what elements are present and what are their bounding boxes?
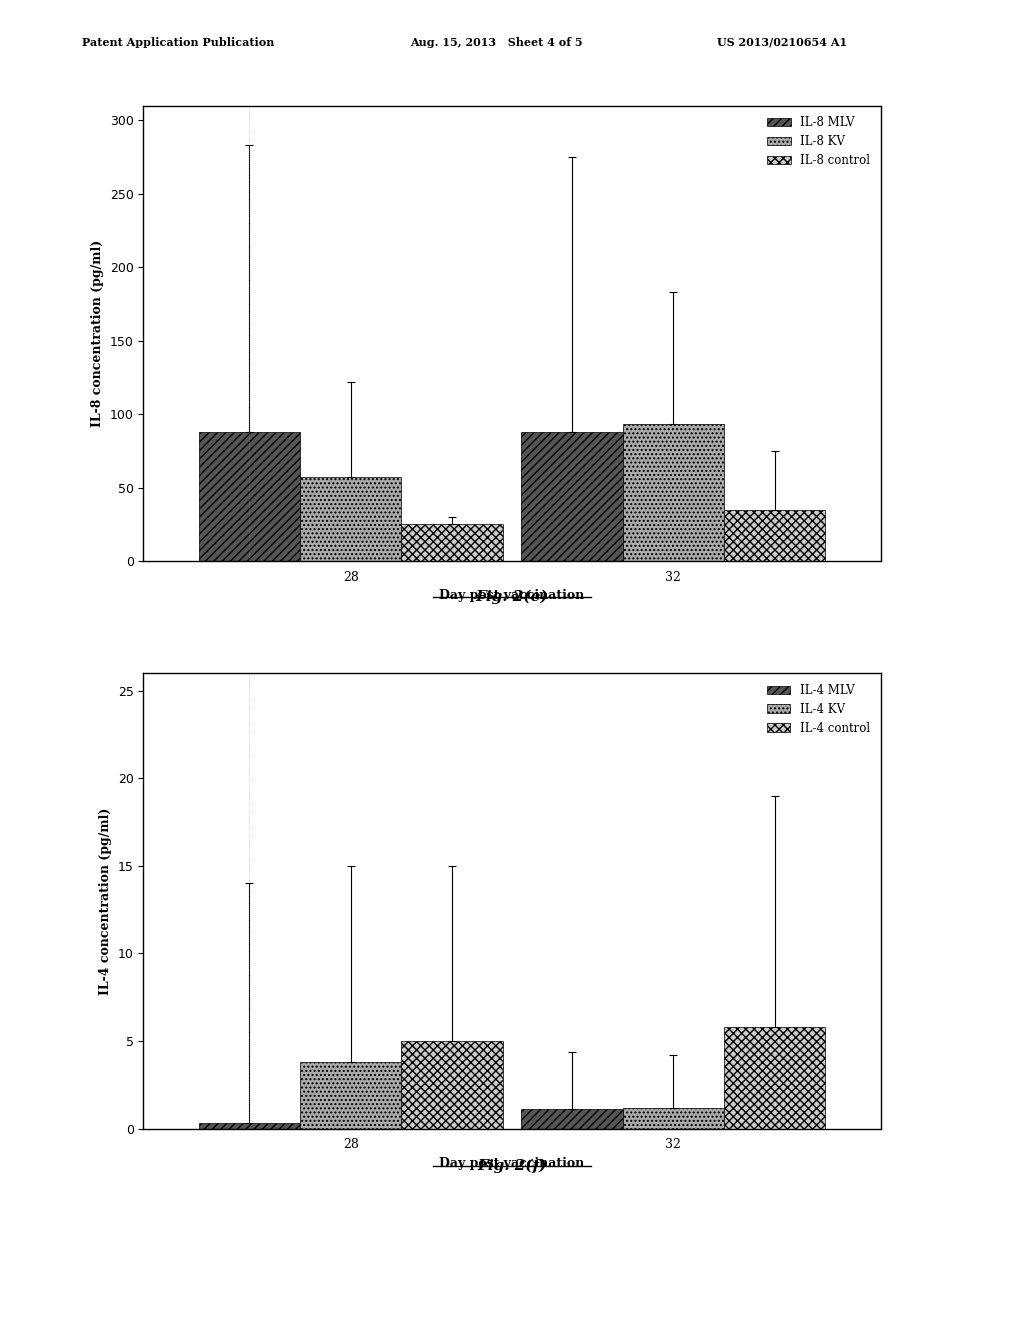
Bar [401,1041,503,1129]
X-axis label: Day post vaccination: Day post vaccination [439,589,585,602]
Bar [623,425,724,561]
Bar [521,1109,623,1129]
X-axis label: Day post vaccination: Day post vaccination [439,1156,585,1170]
Bar [724,1027,825,1129]
Text: Fig. 2(e): Fig. 2(e) [476,590,548,605]
Bar [300,1063,401,1129]
Bar [724,510,825,561]
Bar [300,478,401,561]
Legend: IL-4 MLV, IL-4 KV, IL-4 control: IL-4 MLV, IL-4 KV, IL-4 control [762,678,874,739]
Y-axis label: IL-4 concentration (pg/ml): IL-4 concentration (pg/ml) [99,808,113,994]
Legend: IL-8 MLV, IL-8 KV, IL-8 control: IL-8 MLV, IL-8 KV, IL-8 control [762,111,874,172]
Text: Fig. 2(f): Fig. 2(f) [477,1159,547,1173]
Bar [199,432,300,561]
Bar [623,1107,724,1129]
Bar [199,1123,300,1129]
Y-axis label: IL-8 concentration (pg/ml): IL-8 concentration (pg/ml) [91,240,104,426]
Text: US 2013/0210654 A1: US 2013/0210654 A1 [717,37,847,48]
Bar [401,524,503,561]
Text: Aug. 15, 2013   Sheet 4 of 5: Aug. 15, 2013 Sheet 4 of 5 [410,37,583,48]
Text: Patent Application Publication: Patent Application Publication [82,37,274,48]
Bar [521,432,623,561]
